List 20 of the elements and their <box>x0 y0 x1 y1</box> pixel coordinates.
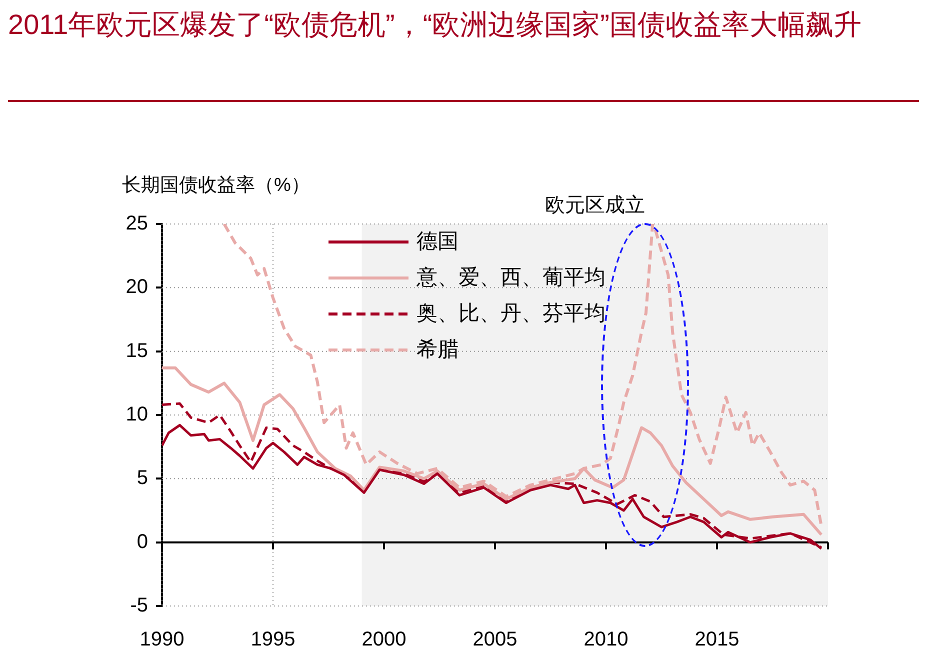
x-tick-label: 2005 <box>472 628 518 651</box>
x-tick-label: 2000 <box>362 628 406 651</box>
y-tick-label: 15 <box>126 340 148 362</box>
y-tick-label: 5 <box>136 467 148 490</box>
x-tick-label: 1990 <box>140 628 184 651</box>
x-tick-label: 2015 <box>694 628 740 651</box>
legend-label: 德国 <box>416 230 458 253</box>
y-tick-label: 0 <box>136 530 148 553</box>
legend-label: 希腊 <box>416 338 458 361</box>
y-axis-title: 长期国债收益率（%） <box>122 174 310 196</box>
y-tick-label: 25 <box>126 212 148 235</box>
band-label: 欧元区成立 <box>544 194 645 217</box>
x-tick-label: 2010 <box>584 628 628 651</box>
y-tick-label: 10 <box>126 404 148 426</box>
x-tick-label: 1995 <box>250 628 296 651</box>
legend-label: 意、爱、西、葡平均 <box>416 266 606 289</box>
legend-label: 奥、比、丹、芬平均 <box>416 302 606 325</box>
y-tick-label: -5 <box>130 594 148 617</box>
chart-title: 2011年欧元区爆发了“欧债危机”，“欧洲边缘国家”国债收益率大幅飙升 <box>8 8 863 42</box>
y-tick-label: 20 <box>126 276 148 298</box>
